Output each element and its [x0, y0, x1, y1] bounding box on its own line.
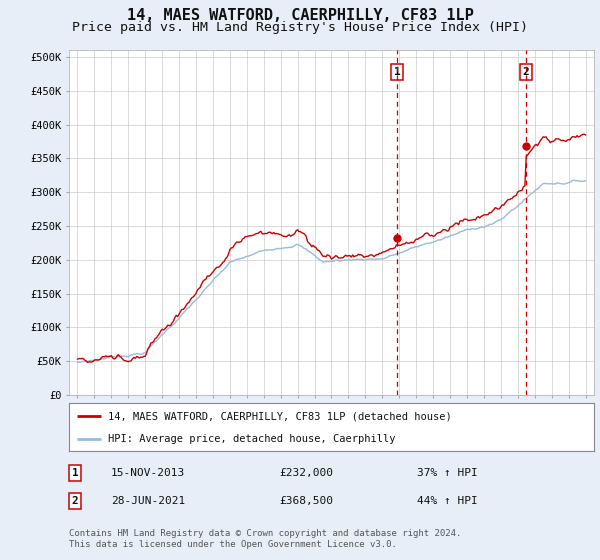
Text: 14, MAES WATFORD, CAERPHILLY, CF83 1LP: 14, MAES WATFORD, CAERPHILLY, CF83 1LP: [127, 8, 473, 24]
Text: 15-NOV-2013: 15-NOV-2013: [111, 468, 185, 478]
Text: Contains HM Land Registry data © Crown copyright and database right 2024.
This d: Contains HM Land Registry data © Crown c…: [69, 529, 461, 549]
Text: 2: 2: [71, 496, 79, 506]
Text: £368,500: £368,500: [279, 496, 333, 506]
Text: 44% ↑ HPI: 44% ↑ HPI: [417, 496, 478, 506]
Text: 2: 2: [523, 67, 529, 77]
Text: 14, MAES WATFORD, CAERPHILLY, CF83 1LP (detached house): 14, MAES WATFORD, CAERPHILLY, CF83 1LP (…: [109, 411, 452, 421]
Text: 1: 1: [394, 67, 401, 77]
Text: Price paid vs. HM Land Registry's House Price Index (HPI): Price paid vs. HM Land Registry's House …: [72, 21, 528, 34]
Text: 1: 1: [71, 468, 79, 478]
Text: 37% ↑ HPI: 37% ↑ HPI: [417, 468, 478, 478]
Text: £232,000: £232,000: [279, 468, 333, 478]
Text: 28-JUN-2021: 28-JUN-2021: [111, 496, 185, 506]
Text: HPI: Average price, detached house, Caerphilly: HPI: Average price, detached house, Caer…: [109, 434, 396, 444]
